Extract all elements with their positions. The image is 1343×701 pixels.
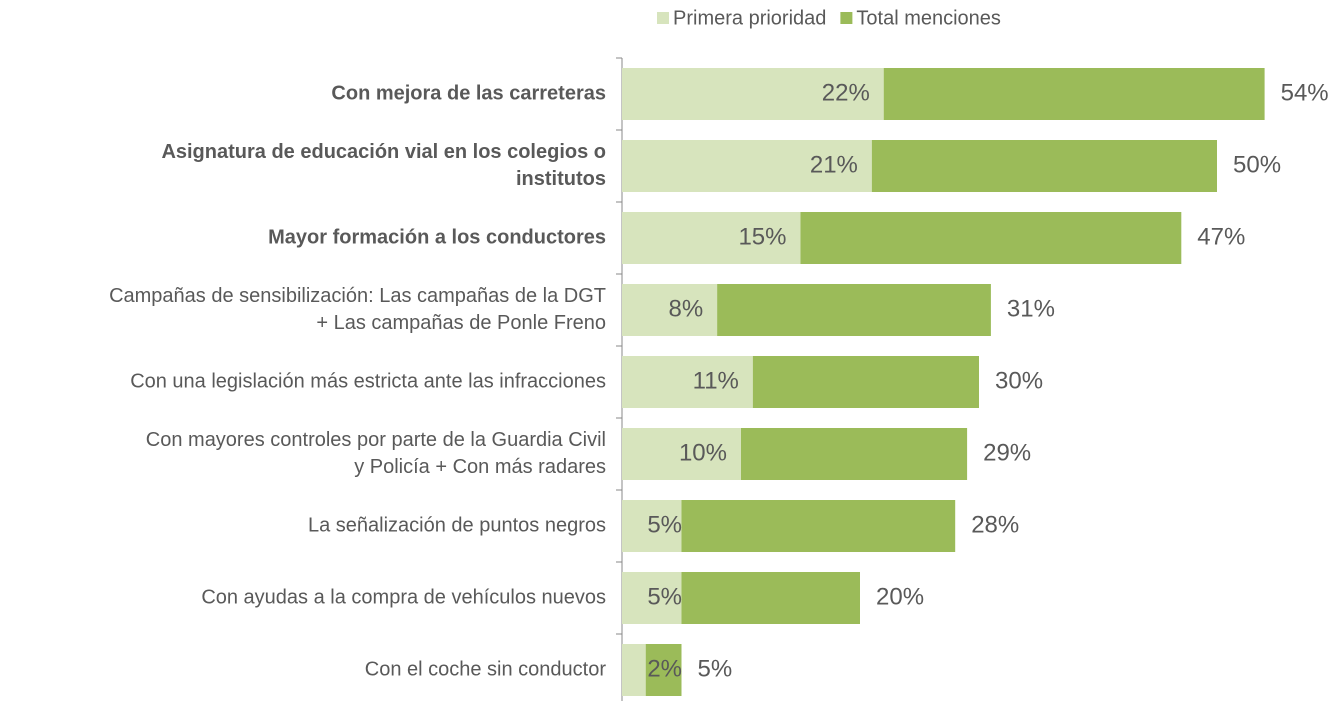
category-label: Con mejora de las carreteras [331, 82, 606, 105]
value-label: 11% [693, 367, 739, 394]
category-label: Con el coche sin conductor [364, 658, 606, 681]
bar-primera [622, 572, 682, 624]
category-label: Con ayudas a la compra de vehículos nuev… [201, 586, 606, 609]
value-label: 30% [995, 367, 1043, 394]
bar-primera [622, 644, 646, 696]
legend-swatch [840, 12, 853, 24]
category-label: La señalización de puntos negros [308, 514, 606, 537]
category-label: Con una legislación más estricta ante la… [130, 370, 606, 393]
legend-label: Total menciones [856, 7, 1001, 29]
value-label: 10% [679, 439, 727, 466]
value-label: 21% [810, 151, 858, 178]
legend-swatch [657, 12, 669, 24]
legend-label: Primera prioridad [673, 7, 826, 29]
bar-primera [622, 284, 718, 336]
value-label: 2% [647, 655, 682, 682]
bar-primera [622, 212, 801, 264]
value-label: 5% [698, 655, 733, 682]
value-label: 31% [1007, 295, 1055, 322]
bar-primera [622, 428, 741, 480]
bar-primera [622, 500, 682, 552]
bar-primera [622, 140, 872, 192]
value-label: 20% [876, 583, 924, 610]
category-label: Con mayores controles por parte de la Gu… [145, 429, 606, 478]
value-label: 50% [1233, 151, 1281, 178]
value-label: 47% [1197, 223, 1245, 250]
value-label: 8% [669, 295, 704, 322]
value-label: 22% [822, 79, 870, 106]
value-label: 15% [738, 223, 786, 250]
bar-primera [622, 356, 753, 408]
category-label: Campañas de sensibilización: Las campaña… [109, 285, 606, 334]
category-label: Mayor formación a los conductores [268, 226, 606, 249]
value-label: 29% [983, 439, 1031, 466]
value-label: 5% [647, 511, 682, 538]
bar-primera [622, 68, 884, 120]
category-label: Asignatura de educación vial en los cole… [161, 141, 606, 190]
value-label: 5% [647, 583, 682, 610]
value-label: 28% [971, 511, 1019, 538]
value-label: 54% [1281, 79, 1329, 106]
